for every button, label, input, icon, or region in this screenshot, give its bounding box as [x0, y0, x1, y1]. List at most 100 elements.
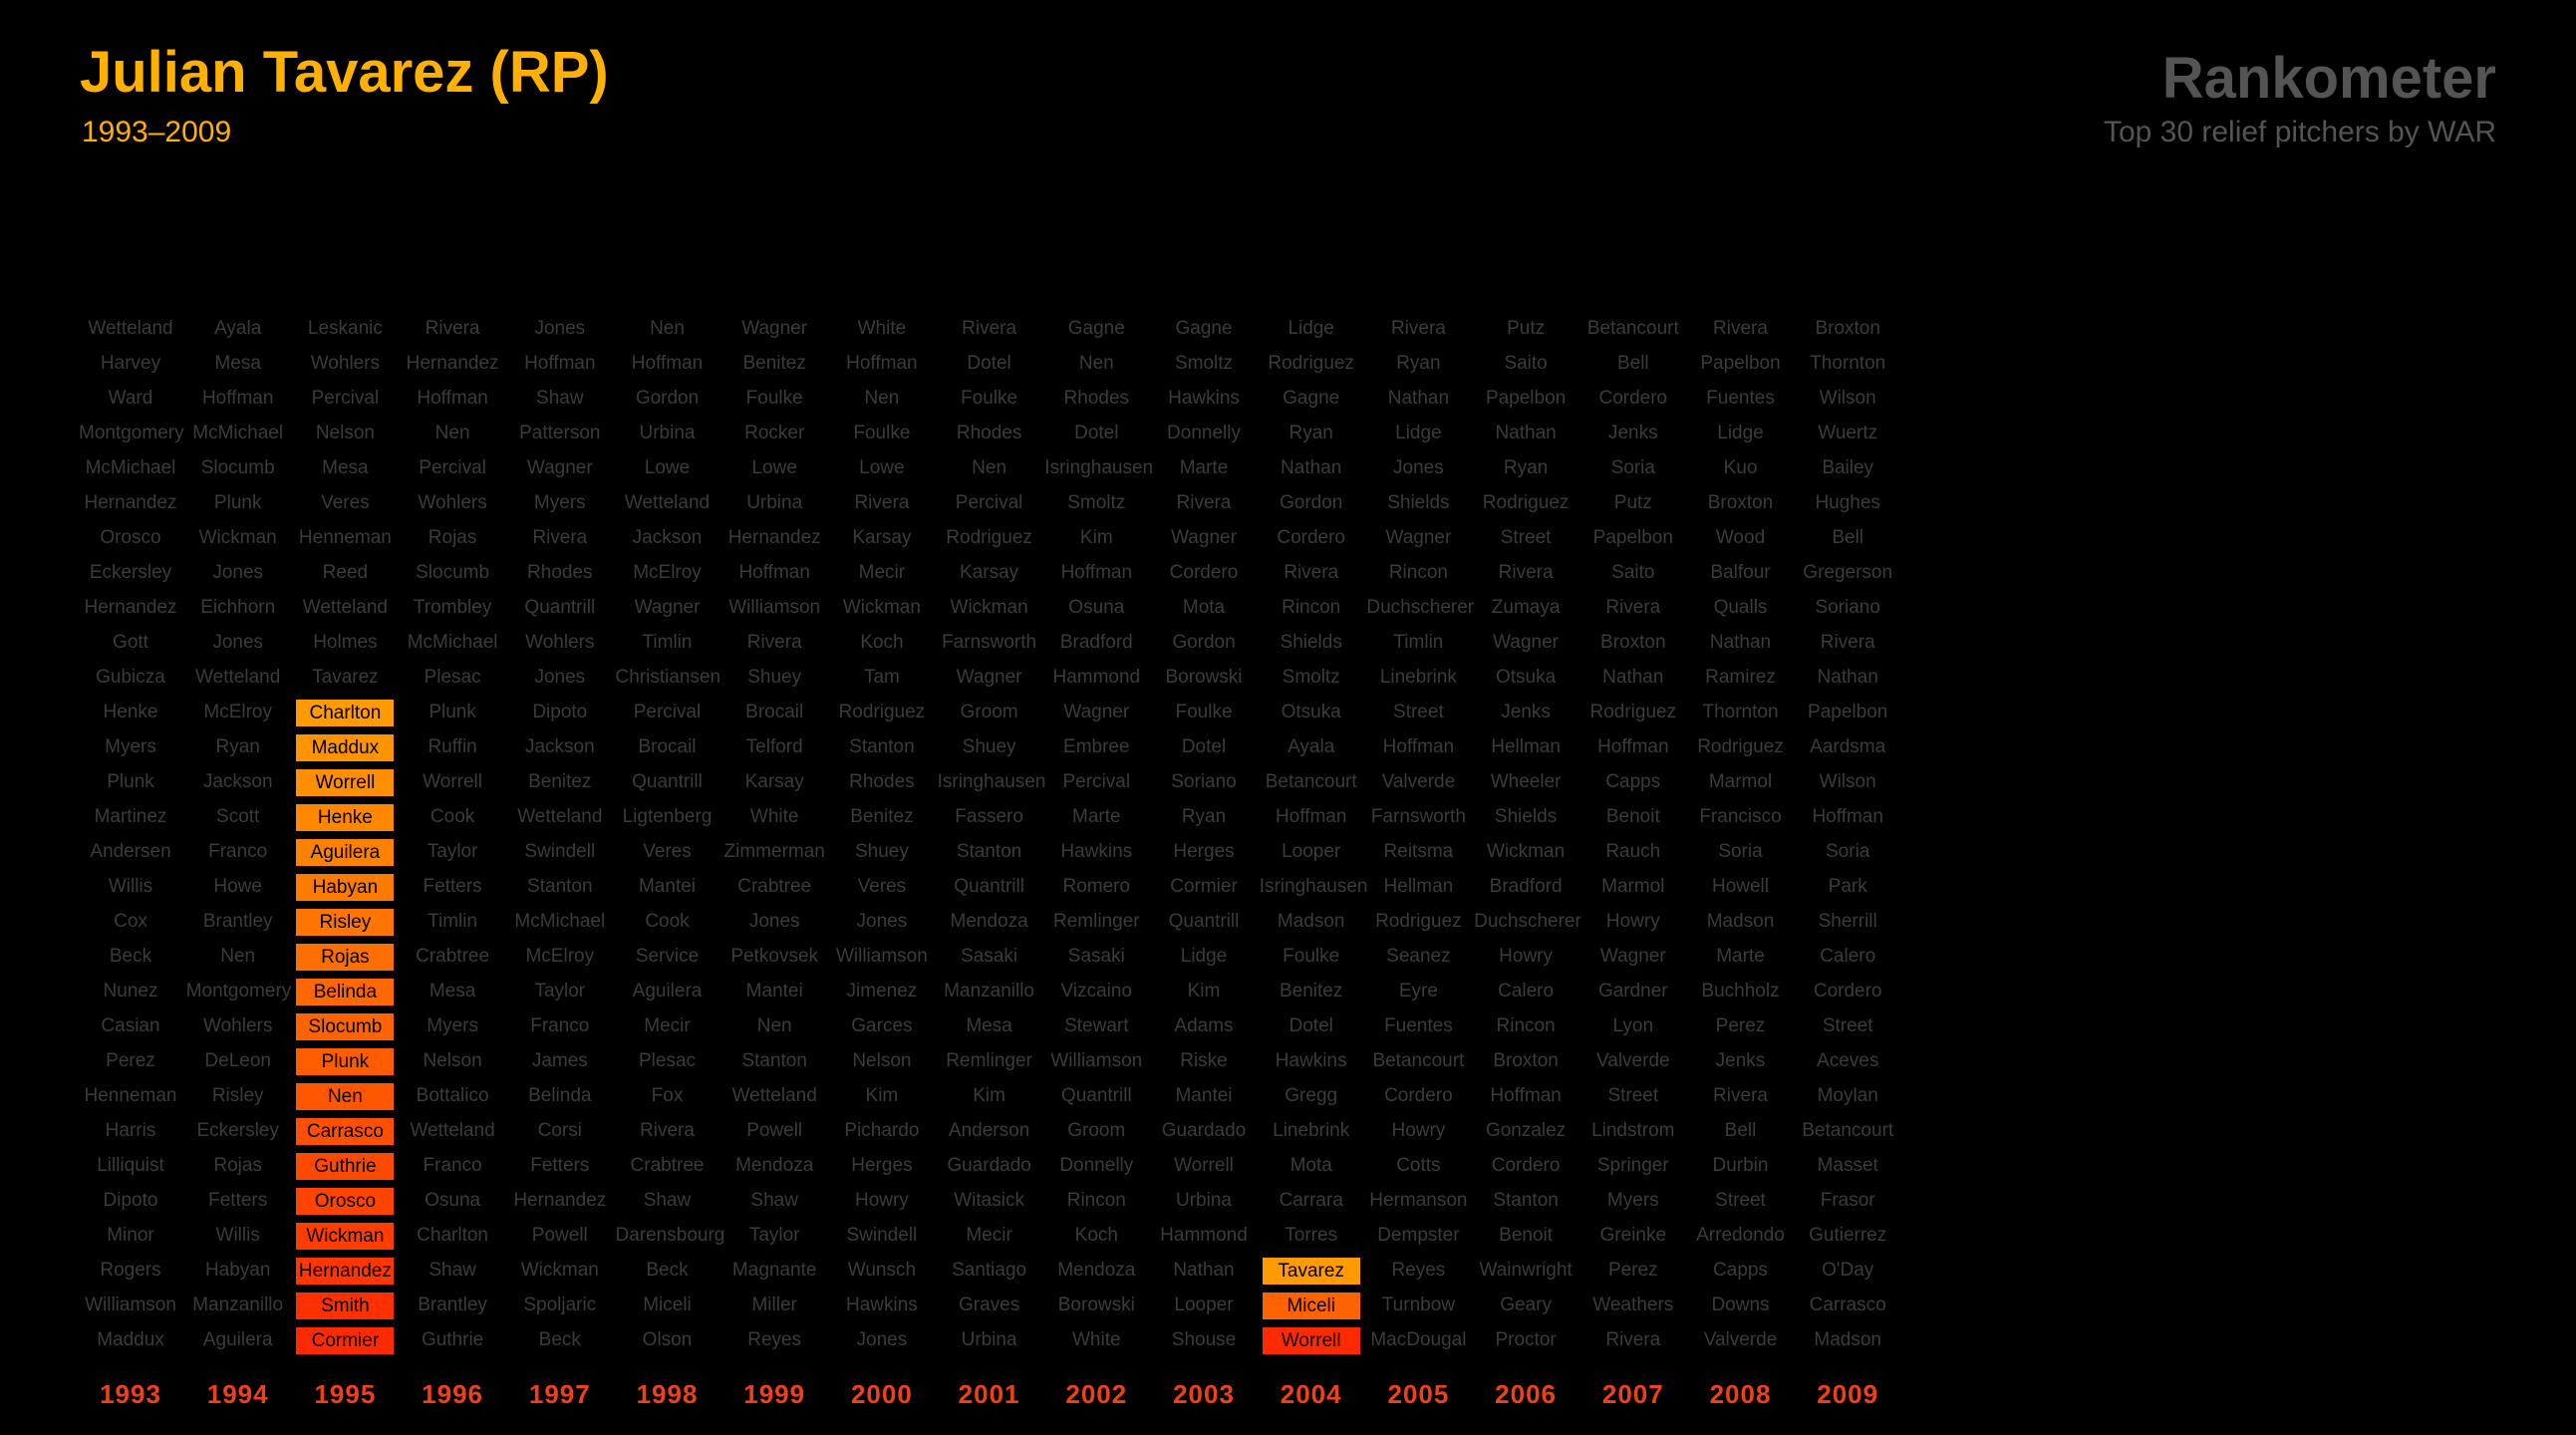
rank-cell: Nathan	[1495, 423, 1557, 443]
rank-cell: Hoffman	[1060, 562, 1133, 583]
rank-cell: Myers	[105, 736, 156, 757]
rank-cell: Hammond	[1052, 667, 1141, 688]
rank-cell: Williamson	[728, 597, 821, 618]
rank-cell: Nathan	[1387, 388, 1450, 409]
rank-cell: Nelson	[852, 1050, 912, 1071]
rank-cell: Wheeler	[1490, 771, 1562, 792]
rank-cell: Rivera	[962, 318, 1017, 339]
rank-cell: Gordon	[635, 388, 700, 409]
rank-cell: Taylor	[748, 1225, 800, 1246]
rank-cell: Crabtree	[416, 946, 490, 967]
rank-cell: Gutierrez	[1809, 1225, 1887, 1246]
highlighted-rank-cell: Cormier	[296, 1326, 395, 1354]
rank-cell: Turnbow	[1381, 1294, 1455, 1315]
rank-cell: Quantrill	[1168, 911, 1240, 932]
rank-cell: Calero	[1498, 981, 1555, 1002]
rank-cell: Mesa	[322, 457, 369, 478]
rank-cell: Swindell	[524, 841, 596, 862]
rank-cell: Betancourt	[1372, 1050, 1465, 1071]
rank-cell: Jackson	[632, 527, 703, 548]
rank-cell: Plesac	[638, 1050, 697, 1071]
rank-cell: Wagner	[634, 597, 701, 618]
year-label: 1999	[743, 1379, 806, 1409]
rank-cell: Buchholz	[1701, 981, 1780, 1002]
rank-cell: Magnante	[731, 1260, 817, 1281]
rank-cell: Orosco	[100, 527, 161, 548]
rank-cell: Dotel	[967, 353, 1011, 374]
rank-cell: Rivera	[1713, 318, 1768, 339]
rank-cell: Habyan	[204, 1260, 271, 1281]
rank-cell: Wood	[1715, 527, 1766, 548]
rank-cell: Graves	[958, 1294, 1020, 1315]
highlighted-rank-cell: Carrasco	[296, 1117, 395, 1145]
rank-cell: Weathers	[1592, 1294, 1674, 1315]
rank-cell: Martinez	[94, 806, 167, 827]
rank-cell: Geary	[1500, 1294, 1552, 1315]
rank-cell: Andersen	[90, 841, 171, 862]
rank-cell: Broxton	[1493, 1050, 1559, 1071]
rank-cell: Fuentes	[1706, 388, 1775, 409]
rank-cell: Rivera	[1498, 562, 1554, 583]
rank-cell: Soriano	[1815, 597, 1880, 618]
rank-cell: Wainwright	[1479, 1260, 1573, 1281]
rank-cell: Miceli	[643, 1294, 692, 1315]
rank-cell: Percival	[1062, 771, 1131, 792]
rank-cell: Urbina	[1176, 1190, 1232, 1211]
rank-cell: Willis	[108, 876, 153, 897]
rank-cell: Nunez	[103, 981, 158, 1002]
rank-cell: Wagner	[741, 318, 808, 339]
rank-cell: Benitez	[528, 771, 592, 792]
rank-cell: Downs	[1711, 1294, 1770, 1315]
rank-cell: Shuey	[747, 667, 802, 688]
rank-cell: Soria	[1826, 841, 1870, 862]
rank-cell: Miller	[751, 1294, 797, 1315]
rank-cell: Worrell	[423, 771, 482, 792]
rank-cell: Thornton	[1810, 353, 1886, 374]
rank-cell: Capps	[1713, 1260, 1768, 1281]
rank-cell: Looper	[1174, 1294, 1234, 1315]
rank-cell: Seanez	[1386, 946, 1451, 967]
highlighted-rank-cell: Smith	[296, 1292, 395, 1319]
rank-cell: MacDougal	[1370, 1329, 1467, 1350]
rank-cell: Belinda	[528, 1085, 592, 1106]
rank-cell: Shaw	[643, 1190, 692, 1211]
rank-cell: Bell	[1616, 353, 1649, 374]
rank-cell: O'Day	[1822, 1260, 1874, 1281]
rank-cell: Frasor	[1820, 1190, 1875, 1211]
rank-cell: Duchscherer	[1474, 911, 1581, 932]
rank-cell: Veres	[857, 876, 907, 897]
rank-cell: Thornton	[1702, 702, 1779, 722]
rank-cell: Ramirez	[1705, 667, 1776, 688]
highlighted-rank-cell: Habyan	[296, 873, 395, 901]
rank-cell: Rojas	[213, 1155, 262, 1176]
rank-cell: Bell	[1832, 527, 1864, 548]
rank-cell: Nen	[1078, 353, 1114, 374]
rank-cell: Rincon	[1388, 562, 1448, 583]
rank-cell: Gagne	[1283, 388, 1340, 409]
rank-cell: Moylan	[1817, 1085, 1878, 1106]
rank-cell: Lidge	[1288, 318, 1334, 339]
rank-cell: Lowe	[644, 457, 691, 478]
rank-cell: Gubicza	[96, 667, 165, 688]
rank-cell: Torres	[1285, 1225, 1338, 1246]
rank-cell: Howry	[1499, 946, 1554, 967]
rank-cell: Broxton	[1707, 492, 1774, 513]
rank-cell: Fetters	[530, 1155, 590, 1176]
rank-cell: Masset	[1817, 1155, 1878, 1176]
rank-cell: Perez	[1607, 1260, 1658, 1281]
rank-cell: Borowski	[1165, 667, 1243, 688]
year-label: 1994	[206, 1379, 269, 1409]
rank-cell: Howry	[1605, 911, 1660, 932]
rank-cell: Bell	[1724, 1120, 1757, 1141]
rank-cell: Rojas	[428, 527, 477, 548]
rank-cell: Benitez	[1280, 981, 1343, 1002]
rank-cell: Nen	[972, 457, 1007, 478]
rank-cell: Putz	[1613, 492, 1652, 513]
rank-cell: Howe	[213, 876, 262, 897]
rank-cell: Anderson	[948, 1120, 1030, 1141]
highlighted-rank-cell: Aguilera	[296, 838, 395, 866]
rank-cell: Rincon	[1282, 597, 1341, 618]
rank-cell: Rodriguez	[1482, 492, 1570, 513]
rank-cell: Madson	[1814, 1329, 1881, 1350]
rank-cell: Jones	[534, 667, 586, 688]
